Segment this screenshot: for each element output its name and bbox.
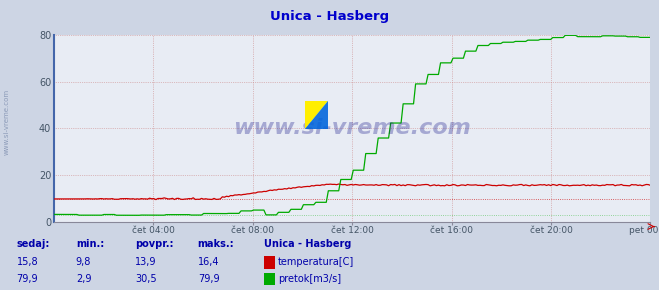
Text: povpr.:: povpr.:	[135, 239, 173, 249]
Text: pretok[m3/s]: pretok[m3/s]	[278, 274, 341, 284]
Text: www.si-vreme.com: www.si-vreme.com	[3, 89, 10, 155]
Text: temperatura[C]: temperatura[C]	[278, 258, 355, 267]
Polygon shape	[304, 101, 328, 129]
Text: 16,4: 16,4	[198, 258, 219, 267]
Text: maks.:: maks.:	[198, 239, 235, 249]
Polygon shape	[304, 101, 328, 129]
Text: 79,9: 79,9	[16, 274, 38, 284]
Text: 15,8: 15,8	[16, 258, 38, 267]
Text: 9,8: 9,8	[76, 258, 91, 267]
Text: 30,5: 30,5	[135, 274, 157, 284]
Text: min.:: min.:	[76, 239, 104, 249]
Text: 79,9: 79,9	[198, 274, 219, 284]
Text: 2,9: 2,9	[76, 274, 92, 284]
Text: www.si-vreme.com: www.si-vreme.com	[233, 118, 471, 138]
Text: sedaj:: sedaj:	[16, 239, 50, 249]
Text: Unica - Hasberg: Unica - Hasberg	[264, 239, 351, 249]
Text: Unica - Hasberg: Unica - Hasberg	[270, 10, 389, 23]
Text: 13,9: 13,9	[135, 258, 157, 267]
Polygon shape	[304, 101, 328, 129]
